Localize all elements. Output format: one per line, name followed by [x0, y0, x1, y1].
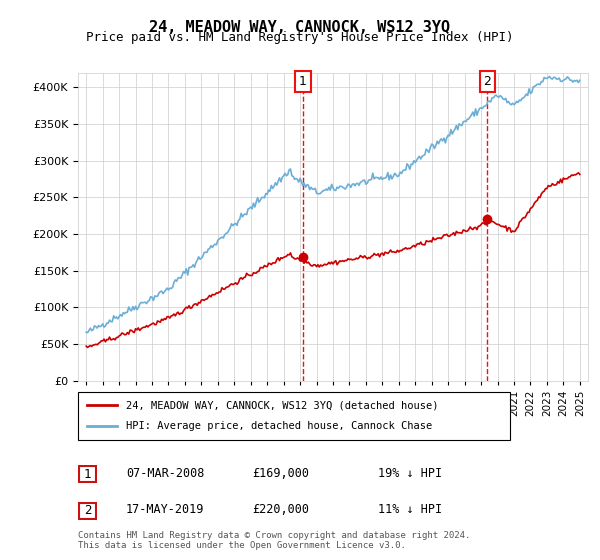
FancyBboxPatch shape [78, 392, 510, 440]
Text: 07-MAR-2008: 07-MAR-2008 [126, 466, 205, 480]
Text: 17-MAY-2019: 17-MAY-2019 [126, 503, 205, 516]
Text: HPI: Average price, detached house, Cannock Chase: HPI: Average price, detached house, Cann… [125, 421, 432, 431]
Text: 2: 2 [484, 75, 491, 88]
Text: 24, MEADOW WAY, CANNOCK, WS12 3YQ (detached house): 24, MEADOW WAY, CANNOCK, WS12 3YQ (detac… [125, 400, 438, 410]
Text: £169,000: £169,000 [252, 466, 309, 480]
Text: £220,000: £220,000 [252, 503, 309, 516]
Text: 1: 1 [299, 75, 307, 88]
Text: Contains HM Land Registry data © Crown copyright and database right 2024.
This d: Contains HM Land Registry data © Crown c… [78, 530, 470, 550]
Text: 11% ↓ HPI: 11% ↓ HPI [378, 503, 442, 516]
Text: 1: 1 [84, 468, 91, 481]
Text: Price paid vs. HM Land Registry's House Price Index (HPI): Price paid vs. HM Land Registry's House … [86, 31, 514, 44]
FancyBboxPatch shape [79, 466, 96, 482]
Text: 19% ↓ HPI: 19% ↓ HPI [378, 466, 442, 480]
Text: 24, MEADOW WAY, CANNOCK, WS12 3YQ: 24, MEADOW WAY, CANNOCK, WS12 3YQ [149, 20, 451, 35]
FancyBboxPatch shape [79, 503, 96, 519]
Text: 2: 2 [84, 504, 91, 517]
